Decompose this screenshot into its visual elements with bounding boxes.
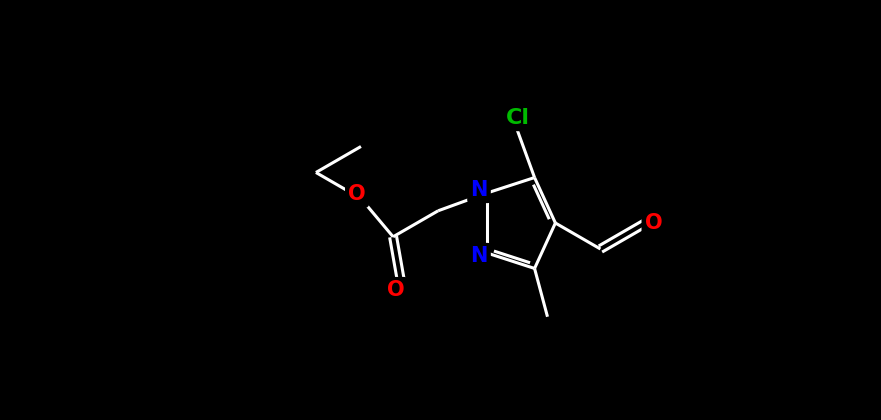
Text: N: N [470,180,488,200]
Text: N: N [470,246,488,266]
Text: Cl: Cl [506,108,529,128]
Text: O: O [387,280,404,300]
Text: O: O [348,184,366,205]
Text: O: O [645,213,663,233]
